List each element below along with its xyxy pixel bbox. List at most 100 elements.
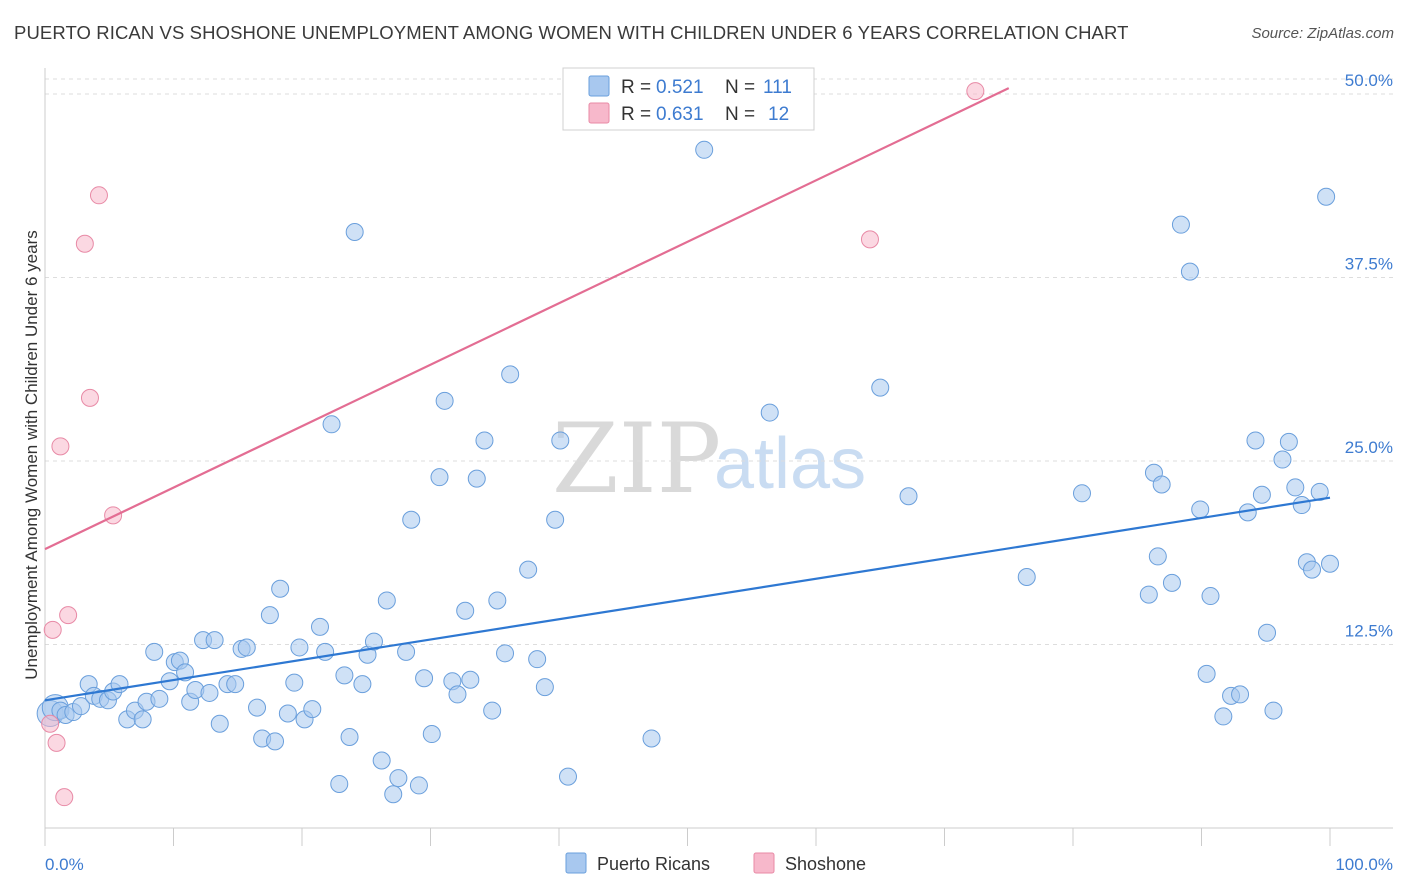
puerto-ricans-point	[475, 431, 494, 450]
puerto-ricans-point	[303, 700, 322, 719]
puerto-ricans-point	[430, 468, 449, 487]
puerto-ricans-point	[340, 727, 359, 746]
puerto-ricans-point	[210, 714, 229, 733]
puerto-ricans-point	[871, 378, 890, 397]
puerto-ricans-point	[1258, 623, 1277, 642]
legend-n-value-1: 111	[763, 77, 792, 98]
puerto-ricans-point	[248, 698, 267, 717]
y-tick-label: 50.0%	[1345, 71, 1393, 90]
puerto-ricans-point	[200, 683, 219, 702]
puerto-ricans-point	[1303, 560, 1322, 579]
puerto-ricans-point	[1017, 567, 1036, 586]
puerto-ricans-point	[372, 751, 391, 770]
puerto-ricans-point	[642, 729, 661, 748]
legend-r-label-2: R =	[621, 104, 651, 125]
puerto-ricans-point	[71, 697, 90, 716]
watermark-zip: ZIP	[552, 403, 721, 515]
bottom-legend-swatch-blue	[565, 852, 587, 874]
puerto-ricans-point	[345, 223, 364, 242]
shoshone-point	[966, 82, 985, 101]
y-tick-label: 37.5%	[1345, 255, 1393, 274]
puerto-ricans-point	[558, 767, 577, 786]
shoshone-point	[55, 788, 74, 807]
puerto-ricans-point	[1214, 707, 1233, 726]
legend-r-value-1: 0.521	[656, 77, 704, 98]
legend-n-value-2: 12	[768, 104, 789, 125]
puerto-ricans-point	[402, 510, 421, 529]
y-axis-label: Unemployment Among Women with Children U…	[22, 230, 41, 679]
puerto-ricans-point	[1171, 215, 1190, 234]
puerto-ricans-point	[546, 510, 565, 529]
top-legend: R = 0.521 N = 111 R = 0.631 N = 12	[562, 67, 815, 131]
puerto-ricans-point	[290, 638, 309, 657]
puerto-ricans-point	[260, 606, 279, 625]
puerto-ricans-point	[488, 591, 507, 610]
legend-r-value-2: 0.631	[656, 104, 704, 125]
puerto-ricans-point	[1286, 478, 1305, 497]
x-tick-labels: 0.0% 100.0%	[45, 855, 1393, 874]
legend-swatch-pink	[588, 102, 610, 124]
bottom-legend: Puerto Ricans Shoshone	[565, 852, 866, 874]
puerto-ricans-point	[1180, 262, 1199, 281]
puerto-ricans-point	[278, 704, 297, 723]
puerto-ricans-point	[335, 666, 354, 685]
shoshone-point	[75, 234, 94, 253]
puerto-ricans-point	[1317, 187, 1336, 206]
puerto-ricans-trend-line	[44, 496, 1331, 702]
bottom-legend-swatch-pink	[753, 852, 775, 874]
puerto-ricans-point	[310, 617, 329, 636]
puerto-ricans-point	[133, 710, 152, 729]
puerto-ricans-point	[535, 678, 554, 697]
puerto-ricans-point	[1201, 587, 1220, 606]
puerto-ricans-point	[377, 591, 396, 610]
puerto-ricans-point	[1246, 431, 1265, 450]
puerto-ricans-point	[519, 560, 538, 579]
puerto-ricans-point	[271, 579, 290, 598]
puerto-ricans-point	[448, 685, 467, 704]
puerto-ricans-point	[266, 732, 285, 751]
legend-n-label-1: N =	[725, 77, 755, 98]
puerto-ricans-point	[1152, 475, 1171, 494]
trend-lines	[44, 87, 1331, 702]
puerto-ricans-point	[1292, 496, 1311, 515]
puerto-ricans-point	[226, 675, 245, 694]
puerto-ricans-point	[409, 776, 428, 795]
gridlines	[45, 78, 1393, 646]
shoshone-trend-line	[44, 87, 1010, 551]
puerto-ricans-point	[1231, 685, 1250, 704]
shoshone-point	[59, 606, 78, 625]
puerto-ricans-point	[1139, 585, 1158, 604]
puerto-ricans-point	[1264, 701, 1283, 720]
puerto-ricans-point	[467, 469, 486, 488]
shoshone-point	[43, 620, 62, 639]
puerto-ricans-point	[237, 638, 256, 657]
puerto-ricans-point	[145, 642, 164, 661]
shoshone-point	[80, 388, 99, 407]
puerto-ricans-point	[1162, 573, 1181, 592]
puerto-ricans-point	[389, 769, 408, 788]
shoshone-points	[41, 82, 985, 807]
puerto-ricans-point	[501, 365, 520, 384]
y-tick-label: 25.0%	[1345, 438, 1393, 457]
puerto-ricans-point	[353, 675, 372, 694]
puerto-ricans-point	[150, 689, 169, 708]
puerto-ricans-point	[322, 415, 341, 434]
puerto-ricans-point	[1321, 554, 1339, 573]
shoshone-point	[51, 437, 70, 456]
bottom-legend-label-shoshone: Shoshone	[785, 854, 866, 874]
puerto-ricans-point	[422, 725, 441, 744]
source-note: Source: ZipAtlas.com	[1251, 25, 1394, 42]
puerto-ricans-point	[760, 403, 779, 422]
puerto-ricans-point	[330, 774, 349, 793]
puerto-ricans-point	[551, 431, 570, 450]
legend-n-label-2: N =	[725, 104, 755, 125]
puerto-ricans-point	[899, 487, 918, 506]
puerto-ricans-point	[1197, 664, 1216, 683]
shoshone-point	[89, 186, 108, 205]
puerto-ricans-point	[364, 632, 383, 651]
puerto-ricans-point	[461, 670, 480, 689]
x-tick-label: 100.0%	[1335, 855, 1393, 874]
legend-r-label-1: R =	[621, 77, 651, 98]
puerto-ricans-point	[1072, 484, 1091, 503]
chart-title: PUERTO RICAN VS SHOSHONE UNEMPLOYMENT AM…	[14, 22, 1129, 43]
